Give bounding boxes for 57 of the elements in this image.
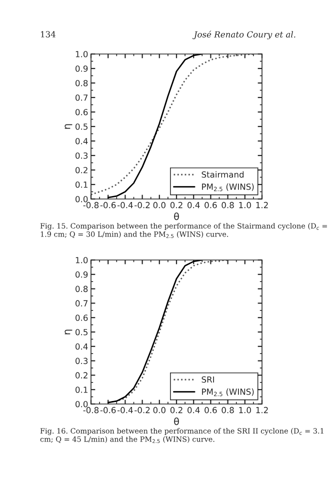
legend-label: Stairmand [202,171,244,178]
x-tick-label: 1.0 [239,406,251,414]
y-tick-label: 0.4 [76,343,88,350]
x-tick-label: 1.2 [256,202,268,208]
x-tick-label: -0.6 [100,202,116,208]
x-tick-label: 0.8 [222,202,234,208]
y-tick-label: 0.5 [76,123,88,130]
y-tick-label: 0.6 [76,108,88,116]
y-tick-label: 1.0 [76,256,88,264]
y-tick-label: 0.3 [76,358,88,364]
x-tick-label: -0.4 [117,202,133,208]
x-tick-label: 0.2 [170,406,182,414]
y-tick-label: 0.3 [76,152,88,159]
x-tick-label: 0.4 [188,406,200,414]
x-tick-label: 0.6 [204,406,217,414]
line-series [91,54,254,196]
x-axis-title: θ [174,212,179,220]
text: 134 [41,31,56,38]
legend-label: SRI [202,376,214,383]
y-tick-label: 0.1 [76,181,88,188]
y-axis-title: η [64,124,72,129]
x-tick-label: 1.0 [239,202,251,208]
y-tick-label: 0.9 [76,271,88,278]
y-tick-label: 0.7 [76,300,88,306]
legend-label: PM$_{2.5}$ (WINS) [202,183,254,192]
line-series [107,54,203,198]
y-tick-label: 0.8 [76,286,88,292]
x-tick-label: 0.2 [170,202,182,208]
y-tick-label: 0.0 [76,196,88,202]
x-tick-label: 0.6 [204,202,217,208]
y-tick-label: 1.0 [76,50,88,58]
y-tick-label: 0.9 [76,65,88,72]
x-tick-label: -0.2 [134,406,150,414]
y-tick-label: 0.5 [76,328,88,336]
x-tick-label: -0.2 [134,202,150,208]
y-tick-label: 0.7 [76,94,88,101]
legend-label: PM$_{2.5}$ (WINS) [202,388,254,396]
y-tick-label: 0.0 [76,400,88,408]
x-tick-label: 0.4 [188,202,200,208]
x-tick-label: -0.8 [83,202,99,208]
y-tick-label: 0.1 [76,386,88,393]
line-series [107,260,203,404]
y-tick-label: 0.6 [76,314,88,321]
text: José Renato Coury et al. [192,30,296,40]
x-tick-label: -0.8 [83,406,99,414]
y-tick-label: 0.4 [76,138,88,144]
x-tick-label: 0.0 [153,202,166,208]
y-axis-title: η [64,330,72,334]
x-tick-label: 1.2 [256,406,268,414]
x-axis-title: θ [174,418,179,426]
x-tick-label: -0.6 [100,406,116,414]
x-tick-label: 0.8 [222,406,234,414]
y-tick-label: 0.2 [76,372,88,378]
x-tick-label: 0.0 [153,406,166,414]
y-tick-label: 0.2 [76,166,88,174]
x-tick-label: -0.4 [117,406,133,414]
y-tick-label: 0.8 [76,80,88,86]
